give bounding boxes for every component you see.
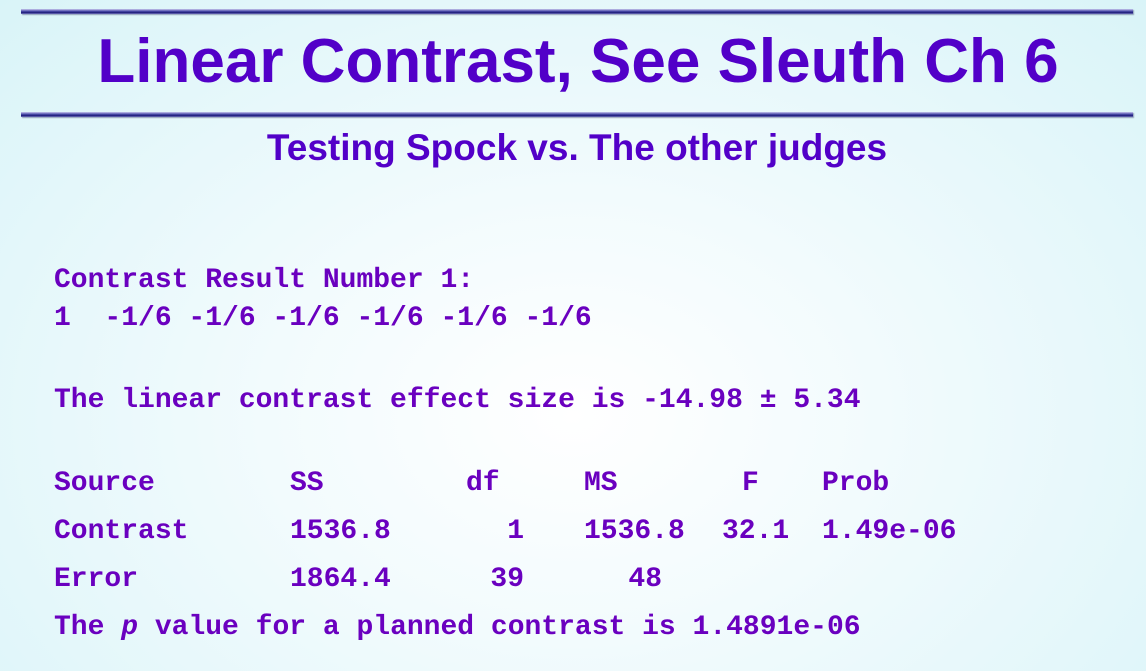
header-ms: MS <box>584 468 618 499</box>
header-prob: Prob <box>822 468 890 499</box>
contrast-header: Contrast Result Number 1: <box>54 265 475 296</box>
row-error-ms: 48 <box>628 564 662 595</box>
row-error-ss: 1864.4 <box>290 564 391 595</box>
row-contrast-source: Contrast <box>54 516 189 547</box>
row-error-source: Error <box>54 564 139 595</box>
p-italic: p <box>121 612 139 643</box>
row-contrast-prob: 1.49e-06 <box>822 516 957 547</box>
header-f: F <box>742 468 759 499</box>
p-value-line: The p value for a planned contrast is 1.… <box>54 611 861 645</box>
top-rule <box>21 9 1133 14</box>
contrast-coefficients: 1 -1/6 -1/6 -1/6 -1/6 -1/6 -1/6 <box>54 303 592 334</box>
p-line-prefix: The <box>54 612 122 643</box>
slide-title: Linear Contrast, See Sleuth Ch 6 <box>97 27 1059 96</box>
row-contrast-ss: 1536.8 <box>290 516 391 547</box>
row-contrast-df: 1 <box>507 516 524 547</box>
effect-size-line: The linear contrast effect size is -14.9… <box>54 385 861 416</box>
row-contrast-f: 32.1 <box>722 516 790 547</box>
row-contrast-ms: 1536.8 <box>584 516 685 547</box>
slide-subtitle: Testing Spock vs. The other judges <box>266 127 888 168</box>
header-df: df <box>466 468 500 499</box>
header-ss: SS <box>290 468 324 499</box>
bottom-rule <box>21 112 1133 117</box>
header-source: Source <box>54 468 155 499</box>
p-line-suffix: value for a planned contrast is 1.4891e-… <box>138 612 861 643</box>
row-error-df: 39 <box>490 564 524 595</box>
